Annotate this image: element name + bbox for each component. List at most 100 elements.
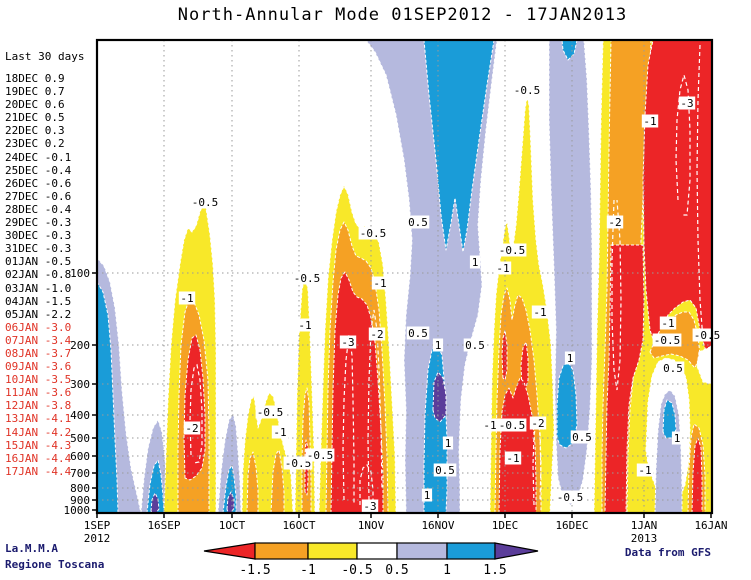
- svg-text:400: 400: [70, 409, 90, 422]
- svg-text:-0.5: -0.5: [341, 563, 372, 578]
- nam-daily-value: 11JAN -3.6: [5, 386, 72, 400]
- svg-text:-1: -1: [661, 317, 674, 330]
- svg-text:0.5: 0.5: [408, 216, 428, 229]
- contour-labels: -0.5-1-2-0.5-1-0.5-1-0.5-0.5-0.5-1-3-2-3…: [178, 83, 722, 513]
- contour-lines: [189, 44, 704, 508]
- nam-daily-value: 30DEC -0.3: [5, 229, 72, 243]
- svg-text:-2: -2: [185, 422, 198, 435]
- nam-daily-value: 20DEC 0.6: [5, 98, 65, 112]
- nam-daily-value: 04JAN -1.5: [5, 294, 72, 308]
- svg-text:0.5: 0.5: [572, 431, 592, 444]
- svg-text:700: 700: [70, 467, 90, 480]
- contour-regions: [96, 39, 713, 514]
- nam-daily-value: 14JAN -4.2: [5, 425, 72, 439]
- nam-daily-value: 27DEC -0.6: [5, 189, 72, 203]
- svg-text:-0.5: -0.5: [654, 334, 681, 347]
- svg-text:-1: -1: [643, 115, 656, 128]
- nam-daily-value: 26DEC -0.6: [5, 176, 72, 190]
- svg-text:1: 1: [424, 489, 431, 502]
- svg-text:-0.5: -0.5: [557, 491, 584, 504]
- svg-text:1: 1: [435, 339, 442, 352]
- svg-text:1: 1: [674, 432, 681, 445]
- nam-daily-value: 21DEC 0.5: [5, 111, 65, 125]
- svg-text:1: 1: [472, 256, 479, 269]
- nam-daily-value: 02JAN -0.8: [5, 268, 72, 282]
- nam-daily-value: 22DEC 0.3: [5, 124, 65, 138]
- svg-text:1NOV: 1NOV: [358, 519, 385, 532]
- nam-daily-value: 07JAN -3.4: [5, 333, 72, 347]
- nam-daily-value: 15JAN -4.3: [5, 438, 72, 452]
- svg-text:-0.5: -0.5: [294, 272, 321, 285]
- svg-text:-0.5: -0.5: [307, 449, 334, 462]
- org-line-1: La.M.M.A: [5, 542, 58, 555]
- svg-text:1: 1: [445, 437, 452, 450]
- data-credit: Data from GFS: [624, 546, 711, 559]
- nam-daily-value: 13JAN -4.1: [5, 412, 72, 426]
- svg-text:1000: 1000: [64, 504, 91, 517]
- nam-daily-value: 01JAN -0.5: [5, 255, 72, 269]
- svg-text:-2: -2: [531, 417, 544, 430]
- nam-daily-value: 12JAN -3.8: [5, 399, 72, 413]
- svg-text:0.5: 0.5: [663, 362, 683, 375]
- nam-daily-value: 29DEC -0.3: [5, 216, 72, 230]
- nam-daily-value: 19DEC 0.7: [5, 85, 65, 99]
- nam-daily-value: 18DEC 0.9: [5, 72, 65, 85]
- svg-text:-0.5: -0.5: [499, 419, 526, 432]
- svg-text:0.5: 0.5: [408, 327, 428, 340]
- nam-daily-value: 31DEC -0.3: [5, 242, 72, 256]
- svg-text:-1.5: -1.5: [239, 563, 270, 578]
- last-30-days-panel: Last 30 days 18DEC 0.9 19DEC 0.7 20DEC 0.6…: [5, 50, 97, 478]
- nam-daily-value: 05JAN -2.2: [5, 307, 72, 321]
- svg-text:1JAN: 1JAN: [631, 519, 658, 532]
- nam-daily-value: 06JAN -3.0: [5, 320, 72, 334]
- svg-text:500: 500: [70, 432, 90, 445]
- svg-text:-3: -3: [341, 336, 354, 349]
- last-30-days-entries: 18DEC 0.9 19DEC 0.7 20DEC 0.6 21DEC 0.5 22DE…: [5, 72, 97, 478]
- svg-text:-1: -1: [298, 319, 311, 332]
- svg-text:-1: -1: [638, 464, 651, 477]
- svg-text:2013: 2013: [631, 532, 658, 545]
- svg-text:1: 1: [567, 352, 574, 365]
- svg-text:-3: -3: [363, 500, 376, 513]
- svg-text:-0.5: -0.5: [499, 244, 526, 257]
- nam-daily-value: 17JAN -4.4: [5, 464, 72, 478]
- svg-text:1OCT: 1OCT: [219, 519, 246, 532]
- nam-daily-value: 16JAN -4.4: [5, 451, 72, 465]
- svg-text:-0.5: -0.5: [285, 457, 312, 470]
- svg-text:16SEP: 16SEP: [147, 519, 180, 532]
- svg-text:900: 900: [70, 494, 90, 507]
- svg-text:-0.5: -0.5: [192, 196, 219, 209]
- svg-text:-0.5: -0.5: [257, 406, 284, 419]
- svg-text:-2: -2: [370, 328, 383, 341]
- svg-text:-1: -1: [273, 426, 286, 439]
- svg-text:100: 100: [70, 267, 90, 280]
- svg-text:600: 600: [70, 450, 90, 463]
- svg-text:200: 200: [70, 339, 90, 352]
- svg-text:-1: -1: [483, 419, 496, 432]
- color-legend: -1.5 -1 -0.5 0.5 1 1.5: [203, 542, 539, 578]
- nam-daily-value: 10JAN -3.5: [5, 373, 72, 387]
- svg-text:-3: -3: [680, 97, 693, 110]
- svg-text:2012: 2012: [84, 532, 111, 545]
- svg-text:0.5: 0.5: [385, 563, 408, 578]
- nam-daily-value: 25DEC -0.4: [5, 163, 72, 177]
- last-30-days-header: Last 30 days: [5, 50, 85, 63]
- nam-daily-value: 08JAN -3.7: [5, 346, 72, 360]
- svg-text:300: 300: [70, 378, 90, 391]
- svg-text:-0.5: -0.5: [514, 84, 541, 97]
- org-line-2: Regione Toscana: [5, 558, 105, 571]
- svg-text:16JAN: 16JAN: [694, 519, 727, 532]
- nam-daily-value: 24DEC -0.1: [5, 150, 72, 164]
- chart-title: North-Annular Mode 01SEP2012 - 17JAN2013: [177, 5, 628, 25]
- nam-daily-value: 09JAN -3.6: [5, 360, 72, 374]
- svg-text:0.5: 0.5: [435, 464, 455, 477]
- nam-daily-value: 23DEC 0.2: [5, 137, 65, 151]
- svg-text:-1: -1: [373, 277, 386, 290]
- svg-text:16DEC: 16DEC: [555, 519, 588, 532]
- svg-text:16NOV: 16NOV: [421, 519, 454, 532]
- svg-text:-1: -1: [300, 563, 316, 578]
- svg-text:-2: -2: [608, 216, 621, 229]
